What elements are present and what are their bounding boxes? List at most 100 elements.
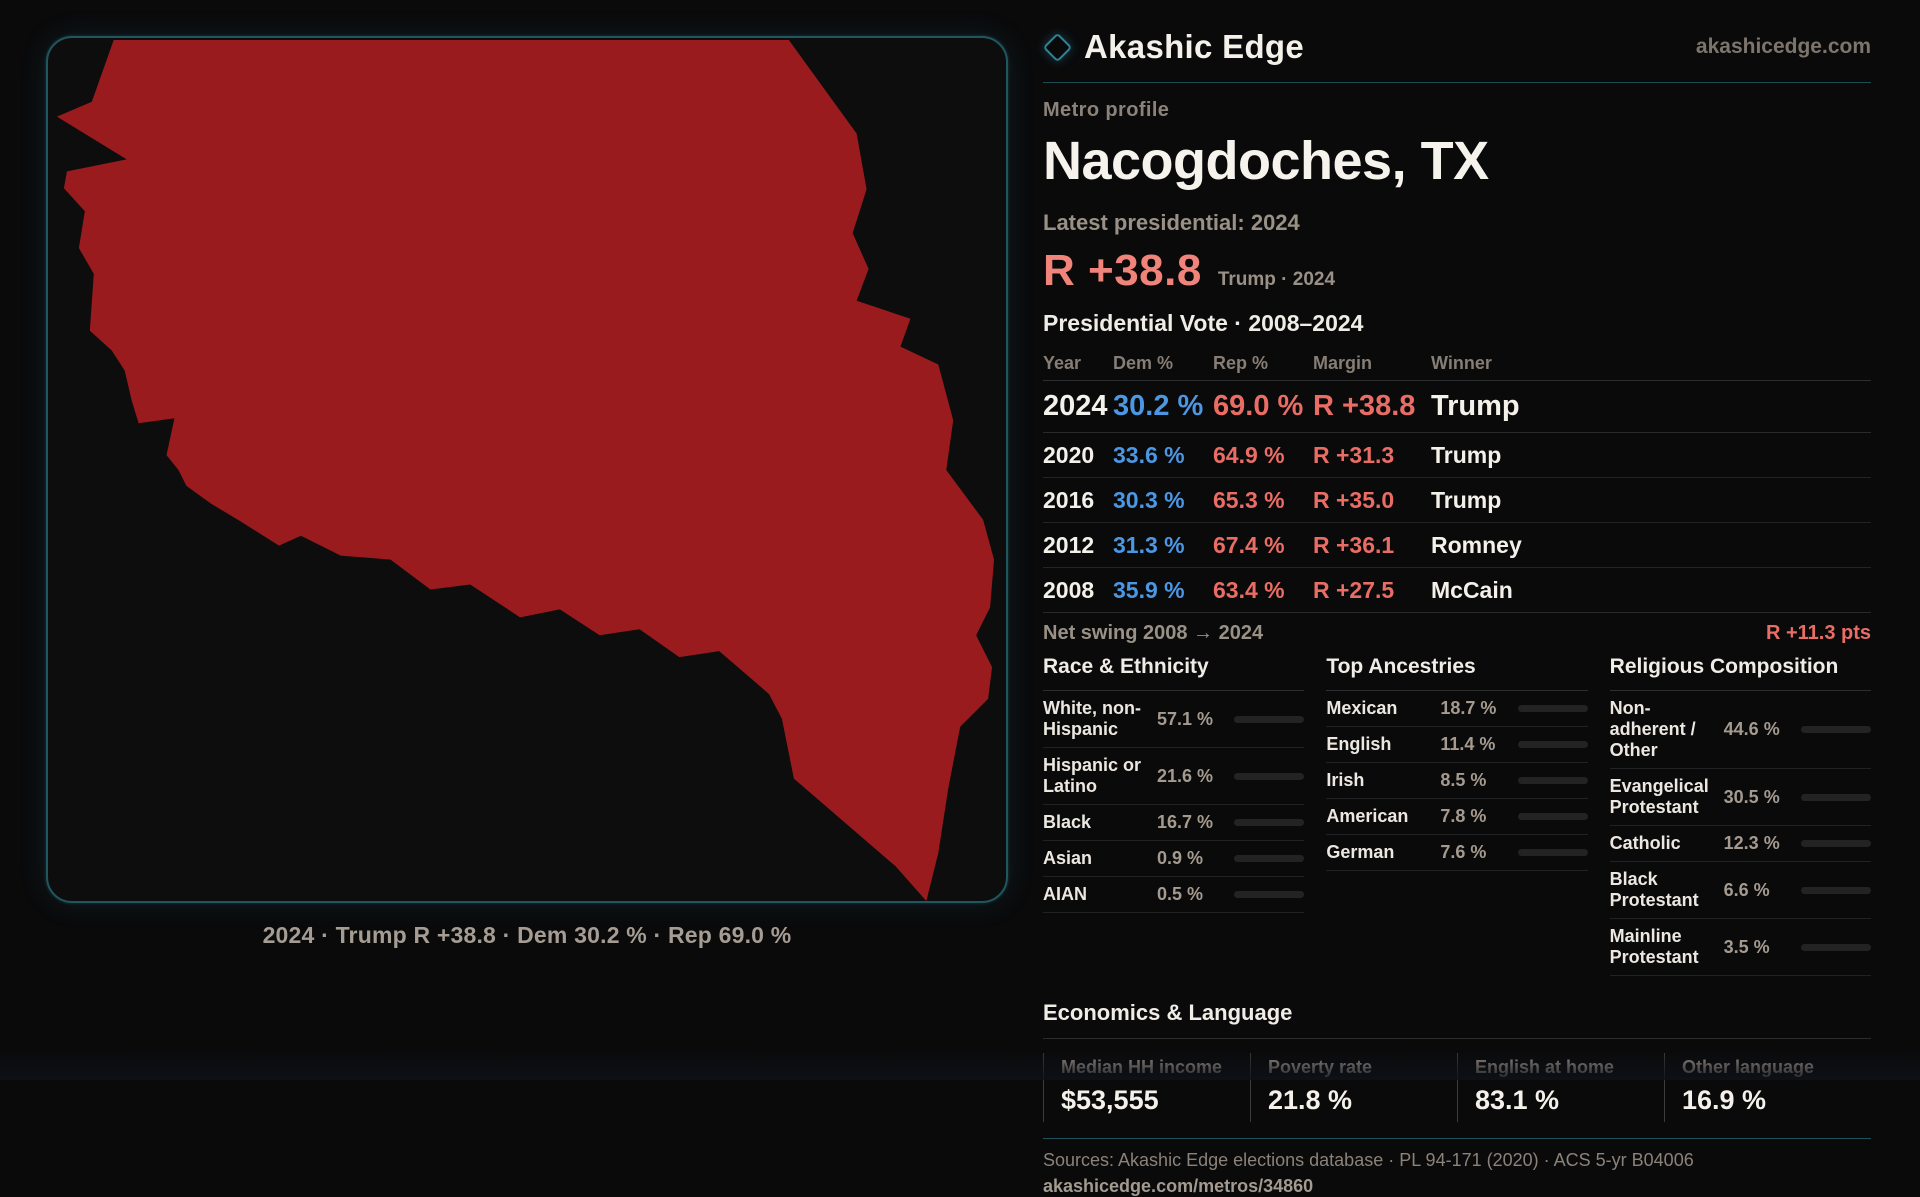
demographic-value: 30.5 % [1723, 786, 1780, 807]
demographic-row: English 11.4 % [1326, 727, 1588, 763]
profile-panel: Akashic Edge akashicedge.com Metro profi… [1042, 0, 1871, 1197]
headline-margin-value: R +38.8 [1043, 246, 1202, 295]
economics-divider [1043, 1038, 1871, 1039]
demographics-column-title: Race & Ethnicity [1043, 655, 1305, 691]
demographic-label: Black [1043, 812, 1092, 832]
demographics-column: Top Ancestries Mexican 18.7 % English 11… [1326, 655, 1588, 976]
demographic-bar-track [1801, 793, 1871, 801]
vote-table: Year Dem % Rep % Margin Winner 2024 30.2… [1043, 347, 1871, 613]
stat-label: Median HH income [1061, 1057, 1223, 1077]
demographic-label: Asian [1043, 848, 1093, 868]
demographic-label: Mainline Protestant [1609, 926, 1699, 967]
net-swing-label: Net swing 2008 → 2024 [1043, 621, 1264, 644]
demographic-label: Irish [1326, 770, 1365, 790]
stat-value: 83.1 % [1475, 1085, 1560, 1115]
demographic-bar-track [1517, 777, 1588, 784]
county-shape-svg [56, 39, 995, 901]
row-margin: R +36.1 [1313, 531, 1395, 558]
footer-divider [1043, 1138, 1871, 1139]
demographic-value: 0.9 % [1157, 848, 1204, 868]
vote-table-row: 2012 31.3 % 67.4 % R +36.1 Romney [1043, 523, 1871, 568]
stat-value: 16.9 % [1682, 1085, 1767, 1115]
demographic-value: 57.1 % [1157, 708, 1214, 729]
row-rep: 67.4 % [1213, 531, 1285, 558]
vote-table-row: 2016 30.3 % 65.3 % R +35.0 Trump [1043, 478, 1871, 523]
headline-margin-row: R +38.8 Trump · 2024 [1043, 246, 1871, 296]
stat-value: $53,555 [1061, 1085, 1159, 1115]
demographic-row: AIAN 0.5 % [1043, 877, 1305, 913]
row-winner: Romney [1431, 531, 1522, 558]
demographic-label: Catholic [1609, 833, 1681, 853]
demographic-value: 8.5 % [1440, 770, 1487, 790]
row-dem: 31.3 % [1113, 531, 1185, 558]
demographic-bar-track [1801, 840, 1871, 847]
demographic-label: German [1326, 842, 1395, 862]
county-polygon [56, 39, 995, 901]
demographic-label: Non-adherent / Other [1609, 698, 1696, 760]
demographic-row: American 7.8 % [1326, 799, 1588, 835]
col-year: Year [1043, 353, 1082, 373]
row-winner: Trump [1431, 486, 1502, 513]
economics-stats: Median HH income $53,555 Poverty rate 21… [1043, 1053, 1871, 1122]
vote-table-row: 2024 30.2 % 69.0 % R +38.8 Trump [1043, 381, 1871, 433]
economics-stat: Median HH income $53,555 [1043, 1053, 1250, 1122]
row-rep: 64.9 % [1213, 441, 1285, 468]
brand-header: Akashic Edge akashicedge.com [1042, 0, 1871, 83]
stat-label: English at home [1475, 1057, 1615, 1077]
page-title: Nacogdoches, TX [1043, 131, 1489, 191]
demographic-bar-track [1517, 741, 1588, 748]
vote-table-row: 2008 35.9 % 63.4 % R +27.5 McCain [1043, 568, 1871, 613]
demographic-row: Black 16.7 % [1043, 805, 1305, 841]
demographic-value: 21.6 % [1157, 765, 1214, 786]
demographic-bar-track [1234, 715, 1305, 723]
demographic-value: 44.6 % [1723, 719, 1780, 739]
demographic-row: Hispanic or Latino 21.6 % [1043, 748, 1305, 805]
demographic-bar-track [1801, 726, 1871, 733]
demographic-label: Mexican [1326, 698, 1398, 718]
demographic-row: Catholic 12.3 % [1609, 826, 1871, 862]
permalink[interactable]: akashicedge.com/metros/34860 [1043, 1176, 1314, 1196]
col-dem: Dem % [1113, 353, 1174, 373]
row-winner: McCain [1431, 576, 1513, 603]
demographic-label: White, non-Hispanic [1043, 698, 1141, 739]
demographic-label: Hispanic or Latino [1043, 755, 1142, 796]
row-year: 2012 [1043, 531, 1095, 558]
row-dem: 35.9 % [1113, 576, 1185, 603]
demographic-row: White, non-Hispanic 57.1 % [1043, 691, 1305, 748]
demographic-value: 12.3 % [1723, 833, 1780, 853]
demographic-row: Non-adherent / Other 44.6 % [1609, 691, 1871, 769]
profile-kicker: Metro profile [1043, 99, 1170, 121]
diamond-logo-icon [1042, 32, 1073, 62]
demographic-label: English [1326, 734, 1392, 754]
col-winner: Winner [1431, 353, 1492, 373]
row-rep: 63.4 % [1213, 576, 1285, 603]
vote-table-row: 2020 33.6 % 64.9 % R +31.3 Trump [1043, 433, 1871, 478]
demographic-label: Evangelical Protestant [1609, 776, 1709, 817]
demographic-value: 3.5 % [1723, 936, 1770, 957]
demographic-value: 18.7 % [1440, 698, 1497, 718]
brand-site-link[interactable]: akashicedge.com [1695, 35, 1871, 58]
stat-value: 21.8 % [1268, 1085, 1353, 1115]
col-rep: Rep % [1213, 353, 1269, 373]
demographic-bar-track [1517, 813, 1588, 820]
row-margin: R +31.3 [1313, 441, 1395, 468]
demographic-row: Asian 0.9 % [1043, 841, 1305, 877]
demographic-row: Evangelical Protestant 30.5 % [1609, 769, 1871, 826]
demographics-column-title: Top Ancestries [1326, 655, 1588, 691]
demographic-value: 7.8 % [1440, 806, 1487, 826]
metro-map [46, 36, 1008, 903]
vote-table-header: Year Dem % Rep % Margin Winner [1043, 347, 1871, 381]
demographic-label: Black Protestant [1609, 869, 1699, 910]
economics-stat: English at home 83.1 % [1457, 1053, 1664, 1122]
row-dem: 30.3 % [1113, 486, 1185, 513]
economics-stat: Other language 16.9 % [1664, 1053, 1871, 1122]
vote-table-title: Presidential Vote · 2008–2024 [1043, 310, 1364, 336]
row-rep: 69.0 % [1213, 390, 1304, 422]
demographic-bar-track [1517, 849, 1588, 856]
row-margin: R +35.0 [1313, 486, 1395, 513]
row-winner: Trump [1431, 390, 1520, 422]
demographic-label: American [1326, 806, 1409, 826]
demographic-row: Black Protestant 6.6 % [1609, 862, 1871, 919]
demographics-column: Religious Composition Non-adherent / Oth… [1609, 655, 1871, 976]
demographic-bar-track [1234, 819, 1305, 826]
